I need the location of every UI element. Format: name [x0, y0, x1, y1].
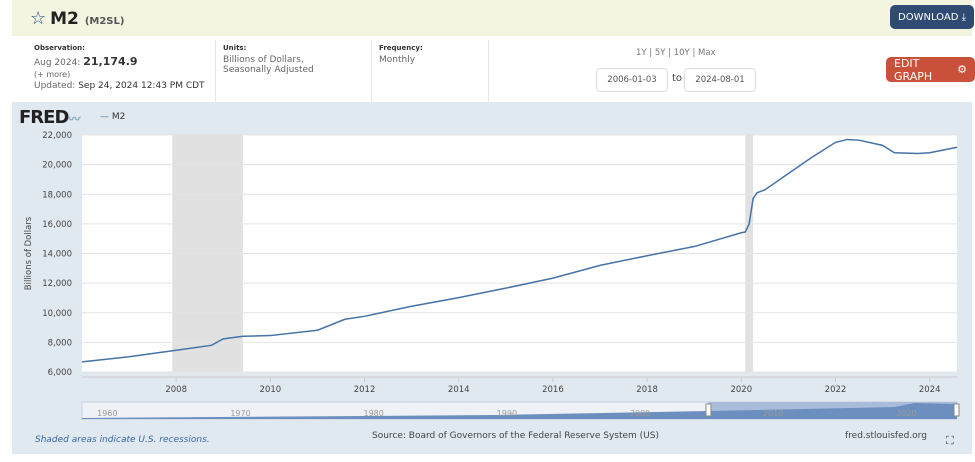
- y-axis-label: Billions of Dollars: [24, 216, 34, 290]
- edit-graph-button[interactable]: EDIT GRAPH ⚙: [886, 56, 975, 83]
- series-line-m2: [81, 138, 958, 363]
- units-block: Units: Billions of Dollars, Seasonally Adj…: [223, 44, 314, 75]
- frequency-label: Frequency:: [379, 44, 423, 52]
- x-tick-label: 2010: [260, 385, 282, 395]
- units-line1: Billions of Dollars,: [223, 55, 304, 65]
- y-tick-label: 10,000: [42, 309, 72, 319]
- y-tick-label: 12,000: [42, 279, 72, 289]
- legend-line-icon: —: [100, 112, 109, 122]
- updated-value: Sep 24, 2024 12:43 PM CDT: [78, 81, 205, 91]
- x-tick-label: 2012: [354, 385, 376, 395]
- download-button[interactable]: DOWNLOAD ⤓: [890, 5, 974, 29]
- edit-graph-label: EDIT GRAPH: [894, 56, 933, 83]
- x-tick-label: 2020: [730, 385, 752, 395]
- observation-value: 21,174.9: [83, 55, 138, 68]
- y-tick-label: 8,000: [48, 338, 72, 348]
- legend-item: — M2: [100, 112, 125, 122]
- navigator-tick-label: 1990: [497, 409, 517, 418]
- x-tick-label: 2018: [636, 385, 658, 395]
- navigator-tick-label: 1980: [364, 409, 384, 418]
- recession-note: Shaded areas indicate U.S. recessions.: [35, 435, 210, 445]
- range-options[interactable]: 1Y | 5Y | 10Y | Max: [636, 48, 716, 58]
- y-tick-label: 6,000: [48, 368, 72, 378]
- divider: [215, 40, 216, 102]
- fullscreen-icon[interactable]: ⛶: [946, 434, 954, 447]
- navigator-handle[interactable]: [953, 403, 960, 417]
- navigator-handle[interactable]: [705, 403, 712, 417]
- updated-label: Updated:: [34, 81, 76, 91]
- y-tick-label: 18,000: [42, 190, 72, 200]
- download-icon: ⤓: [961, 11, 966, 23]
- navigator-tick-label: 2000: [630, 409, 650, 418]
- divider: [371, 40, 372, 102]
- series-id: (M2SL): [84, 16, 125, 27]
- to-label: to: [672, 73, 683, 84]
- download-label: DOWNLOAD: [898, 11, 959, 23]
- navigator-series: [82, 403, 957, 419]
- page-title: ☆ M2 (M2SL): [30, 8, 124, 29]
- y-tick-label: 16,000: [42, 220, 72, 230]
- observation-block: Observation: Aug 2024: 21,174.9 (+ more)…: [34, 44, 205, 91]
- fred-logo: FRED〰: [19, 107, 80, 128]
- navigator-tick-label: 2020: [896, 409, 916, 418]
- y-tick-label: 14,000: [42, 250, 72, 260]
- star-icon[interactable]: ☆: [30, 8, 47, 29]
- source-text: Source: Board of Governors of the Federa…: [372, 431, 659, 441]
- units-label: Units:: [223, 44, 247, 52]
- y-tick-label: 20,000: [42, 161, 72, 171]
- x-tick-label: 2022: [825, 385, 847, 395]
- series-title: M2: [50, 9, 79, 29]
- observation-date: Aug 2024:: [34, 58, 81, 68]
- divider: [488, 40, 489, 102]
- units-line2: Seasonally Adjusted: [223, 65, 314, 75]
- navigator-tick-label: 2010: [763, 409, 783, 418]
- navigator-tick-label: 1970: [230, 409, 250, 418]
- observation-label: Observation:: [34, 44, 85, 52]
- x-tick-label: 2024: [919, 385, 941, 395]
- legend-label: M2: [111, 112, 126, 122]
- site-link[interactable]: fred.stlouisfed.org: [845, 431, 927, 441]
- navigator-tick-label: 1960: [97, 409, 117, 418]
- header-bar: ☆ M2 (M2SL): [12, 0, 972, 36]
- x-tick-label: 2008: [165, 385, 187, 395]
- y-tick-label: 22,000: [42, 131, 72, 141]
- frequency-block: Frequency: Monthly: [379, 44, 423, 65]
- frequency-value: Monthly: [379, 55, 416, 65]
- more-link[interactable]: (+ more): [34, 70, 71, 79]
- end-date-input[interactable]: 2024-08-01: [684, 68, 756, 92]
- x-tick-label: 2016: [542, 385, 564, 395]
- gear-icon: ⚙: [957, 63, 967, 76]
- start-date-input[interactable]: 2006-01-03: [596, 68, 668, 92]
- x-tick-label: 2014: [448, 385, 470, 395]
